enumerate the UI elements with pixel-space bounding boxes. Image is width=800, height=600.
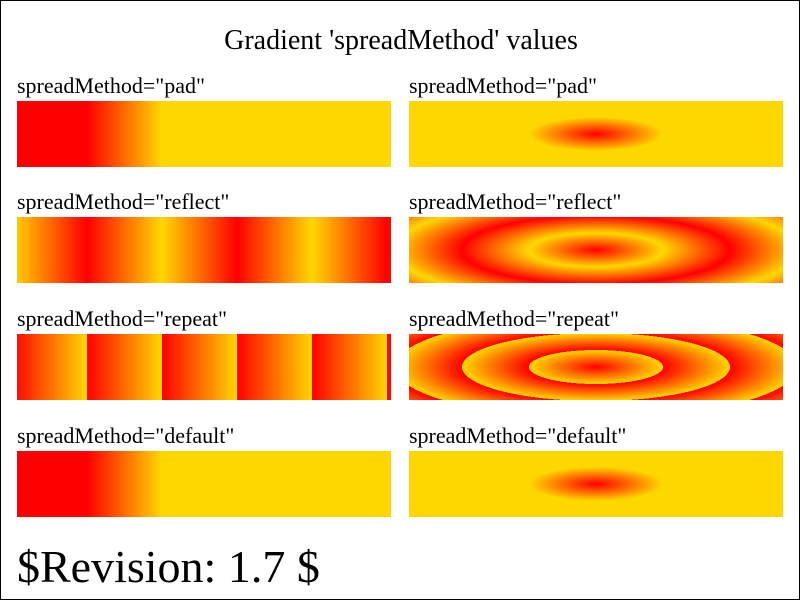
- radial-gradient-repeat-swatch: [409, 334, 783, 400]
- linear-gradient-reflect-swatch: [17, 217, 391, 283]
- linear-pad-label: spreadMethod="pad": [17, 73, 205, 98]
- linear-repeat-label: spreadMethod="repeat": [17, 306, 227, 331]
- radial-gradient-default-swatch: [409, 451, 783, 517]
- radial-default-label: spreadMethod="default": [409, 423, 627, 448]
- radial-reflect-label: spreadMethod="reflect": [409, 189, 622, 214]
- radial-repeat-label: spreadMethod="repeat": [409, 306, 619, 331]
- radial-gradient-reflect-swatch: [409, 217, 783, 283]
- linear-gradient-default-swatch: [17, 451, 391, 517]
- linear-gradient-repeat-swatch: [17, 334, 391, 400]
- linear-gradient-pad-swatch: [17, 101, 391, 167]
- linear-default-label: spreadMethod="default": [17, 423, 235, 448]
- linear-reflect-label: spreadMethod="reflect": [17, 189, 230, 214]
- revision-label: $Revision: 1.7 $: [17, 541, 320, 592]
- radial-pad-label: spreadMethod="pad": [409, 73, 597, 98]
- radial-gradient-pad-swatch: [409, 101, 783, 167]
- page-title: Gradient 'spreadMethod' values: [224, 25, 578, 56]
